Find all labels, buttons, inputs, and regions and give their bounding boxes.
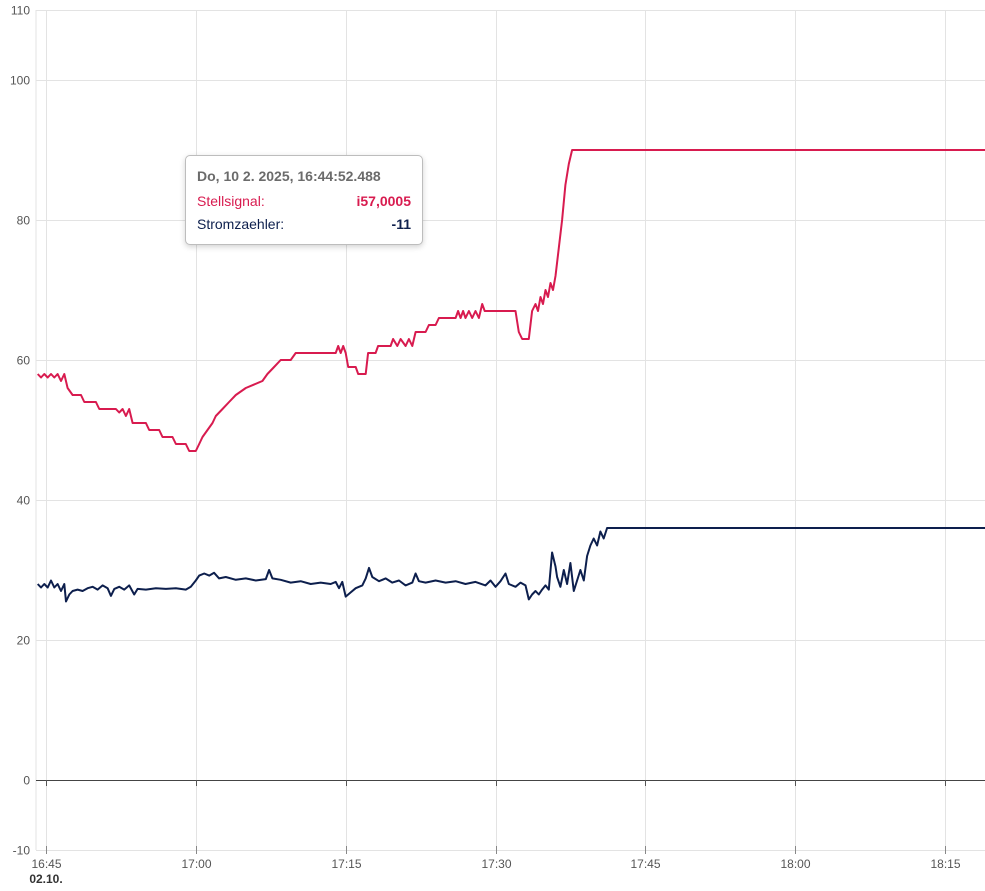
y-tick-label: 110 [11, 4, 30, 18]
y-tick-label: 0 [23, 774, 30, 788]
x-tick-label: 17:15 [331, 857, 361, 871]
tooltip-value: -11 [391, 216, 411, 232]
axes: -10 0 20 40 60 80 100 110 16:45 17:00 17:15 17:30 17… [10, 4, 961, 887]
tooltip-title: Do, 10 2. 2025, 16:44:52.488 [197, 168, 381, 184]
tooltip-row-stellsignal: Stellsignal: i57,0005 [197, 190, 411, 213]
y-tick-label: 100 [10, 74, 30, 88]
tooltip-row-stromzaehler: Stromzaehler: -11 [197, 213, 411, 236]
y-tick-label: 80 [17, 214, 31, 228]
x-tick-label: 16:45 [31, 857, 61, 871]
hover-tooltip: Do, 10 2. 2025, 16:44:52.488 Stellsignal… [185, 155, 423, 245]
y-tick-label: 60 [17, 354, 31, 368]
y-tick-label: 20 [17, 634, 31, 648]
tooltip-label: Stromzaehler: [197, 216, 285, 232]
x-tick-label: 17:30 [481, 857, 511, 871]
series-lines [36, 149, 985, 603]
y-tick-label: 40 [17, 494, 31, 508]
tooltip-value: i57,0005 [356, 193, 412, 209]
series-line-stromzaehler [36, 527, 985, 603]
x-tick-label: 18:00 [780, 857, 810, 871]
x-tick-label: 18:15 [930, 857, 960, 871]
y-tick-label: -10 [13, 844, 31, 858]
x-tick-label: 17:00 [181, 857, 211, 871]
x-date-label: 02.10. [29, 872, 62, 886]
tooltip-label: Stellsignal: [197, 193, 265, 209]
x-tick-label: 17:45 [630, 857, 660, 871]
grid [35, 10, 985, 851]
series-line-stellsignal [36, 149, 985, 452]
